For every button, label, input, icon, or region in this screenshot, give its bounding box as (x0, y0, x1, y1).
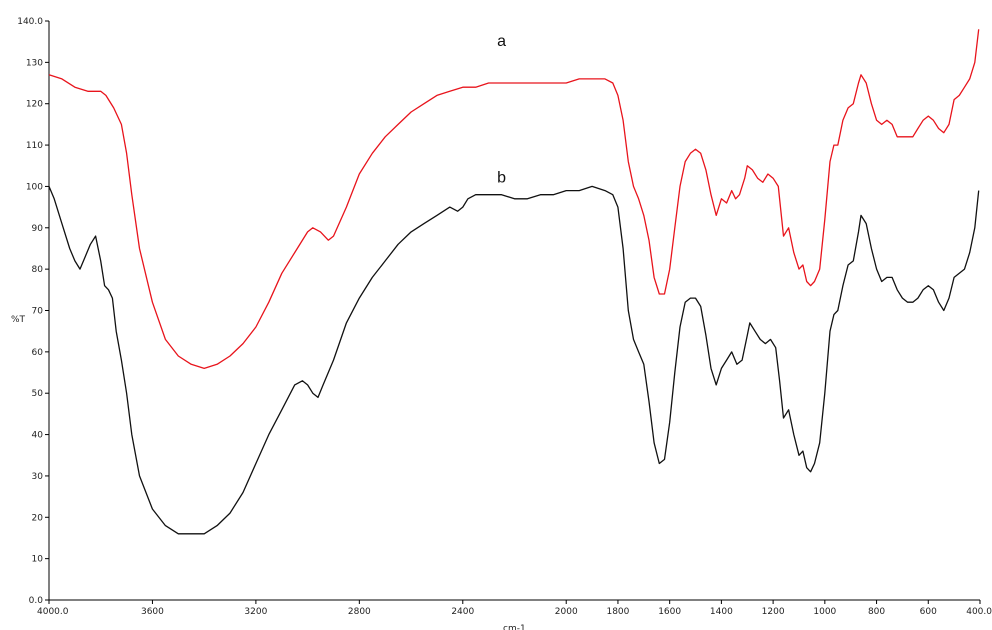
x-tick-label: 4000.0 (37, 607, 69, 617)
y-axis-title: %T (11, 315, 26, 325)
y-tick-label: 120 (26, 100, 43, 110)
y-tick-group: 0.0 10 20 30 40 50 60 70 80 90 100 110 120 130 140.0 (17, 17, 49, 606)
y-tick-label: 30 (32, 472, 44, 482)
x-tick-label: 3600 (141, 607, 164, 617)
y-tick-label: 60 (32, 348, 44, 358)
y-tick-label: 130 (26, 58, 43, 68)
axes (48, 21, 980, 601)
x-tick-label: 1200 (762, 607, 785, 617)
x-tick-label: 1000 (813, 607, 836, 617)
y-tick-label: 140.0 (17, 17, 43, 27)
y-tick-label: 110 (26, 141, 43, 151)
y-tick-label: 20 (32, 513, 44, 523)
y-tick-label: 90 (32, 224, 44, 234)
x-tick-label: 800 (868, 607, 885, 617)
x-tick-group: 4000.0 3600 3200 2800 2400 2000 1600 1200 800 400… (37, 600, 992, 617)
series-line-a (48, 29, 980, 370)
x-tick-label: 3200 (244, 607, 267, 617)
x-tick-label: 2800 (348, 607, 371, 617)
series-group: ab (48, 29, 980, 535)
y-tick-label: 40 (32, 431, 44, 441)
y-tick-label: 50 (32, 389, 44, 399)
x-tick-label: 1800 (606, 607, 629, 617)
series-line-b (48, 185, 980, 535)
series-label-a: a (497, 33, 506, 50)
x-axis-title: cm-1 (503, 624, 526, 630)
x-tick-label: 600 (920, 607, 937, 617)
x-tick-label: 400.0 (966, 607, 992, 617)
x-tick-label: 1600 (658, 607, 681, 617)
x-tick-label: 2000 (555, 607, 578, 617)
y-tick-label: 0.0 (29, 596, 44, 606)
series-label-b: b (497, 169, 506, 186)
x-tick-label: 1400 (710, 607, 733, 617)
y-tick-label: 80 (32, 265, 44, 275)
y-tick-label: 70 (32, 307, 44, 317)
y-tick-label: 10 (32, 555, 44, 565)
x-tick-label: 2400 (451, 607, 474, 617)
y-tick-label: 100 (26, 182, 43, 192)
